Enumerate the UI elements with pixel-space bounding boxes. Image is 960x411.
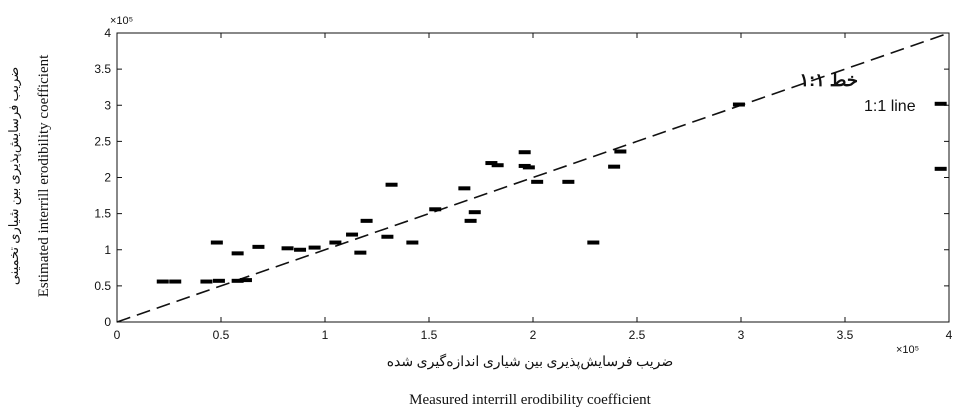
- data-point: [458, 186, 471, 191]
- x-tick-label: 2: [530, 328, 537, 342]
- x-tick-label: 1: [322, 328, 329, 342]
- x-exponent-label: ×10⁵: [896, 344, 919, 356]
- x-tick-label: 1.5: [421, 328, 438, 342]
- x-axis-label-fa: ضریب فرسایش‌پذیری بین شیاری اندازه‌گیری …: [387, 353, 674, 370]
- y-axis-label-fa: ضریب فرسایش‌پذیری بین شیاری تخمینی: [6, 67, 22, 285]
- data-point: [281, 246, 294, 251]
- data-point: [346, 232, 359, 237]
- data-point: [429, 207, 442, 212]
- data-point: [169, 279, 182, 284]
- data-point: [608, 164, 621, 169]
- y-tick-label: 4: [104, 26, 111, 40]
- data-point: [381, 234, 394, 239]
- x-tick-label: 4: [946, 328, 953, 342]
- x-axis-label-en: Measured interrill erodibility coefficie…: [409, 392, 652, 408]
- legend-title-fa: خط ۱:۱: [799, 70, 858, 90]
- y-tick-label: 2: [104, 171, 111, 185]
- data-point: [406, 240, 419, 245]
- data-point: [231, 278, 244, 283]
- x-tick-label: 3.5: [837, 328, 854, 342]
- data-point: [522, 165, 535, 170]
- data-point: [308, 245, 321, 250]
- data-point: [354, 250, 367, 255]
- data-point: [294, 247, 307, 252]
- data-point: [385, 182, 398, 187]
- data-point: [252, 244, 265, 249]
- data-point: [329, 240, 342, 245]
- data-point: [732, 102, 745, 107]
- y-tick-label: 0.5: [94, 279, 111, 293]
- y-tick-label: 3.5: [94, 62, 111, 76]
- data-point: [587, 240, 600, 245]
- y-exponent-label: ×10⁵: [110, 15, 133, 27]
- data-point: [468, 210, 481, 215]
- data-point: [212, 278, 225, 283]
- y-tick-label: 0: [104, 315, 111, 329]
- data-point: [518, 150, 531, 155]
- data-point: [210, 240, 223, 245]
- y-tick-label: 2.5: [94, 134, 111, 148]
- x-tick-label: 2.5: [629, 328, 646, 342]
- data-point: [200, 279, 213, 284]
- y-axis-label-en: Estimated interrill erodibility coeffici…: [36, 54, 52, 297]
- data-point: [360, 218, 373, 223]
- data-point: [562, 179, 575, 184]
- data-point: [231, 251, 244, 256]
- data-point: [239, 278, 252, 283]
- data-point: [464, 218, 477, 223]
- y-tick-label: 1: [104, 243, 111, 257]
- data-point: [934, 166, 947, 171]
- x-tick-label: 3: [738, 328, 745, 342]
- x-tick-label: 0: [114, 328, 121, 342]
- x-tick-label: 0.5: [213, 328, 230, 342]
- points-layer: [156, 101, 947, 284]
- y-tick-label: 3: [104, 98, 111, 112]
- axes-layer: 0 0.5 1 1.5 2 2.5 3 3.5 4 0 0.5 1 1.5 2 2.5 3 3.5 4: [94, 26, 952, 342]
- legend-label: 1:1 line: [864, 98, 916, 115]
- data-point: [156, 279, 169, 284]
- data-point: [491, 163, 504, 168]
- data-point: [531, 179, 544, 184]
- data-point: [934, 101, 947, 106]
- data-point: [485, 161, 498, 166]
- y-tick-label: 1.5: [94, 207, 111, 221]
- data-point: [614, 149, 627, 154]
